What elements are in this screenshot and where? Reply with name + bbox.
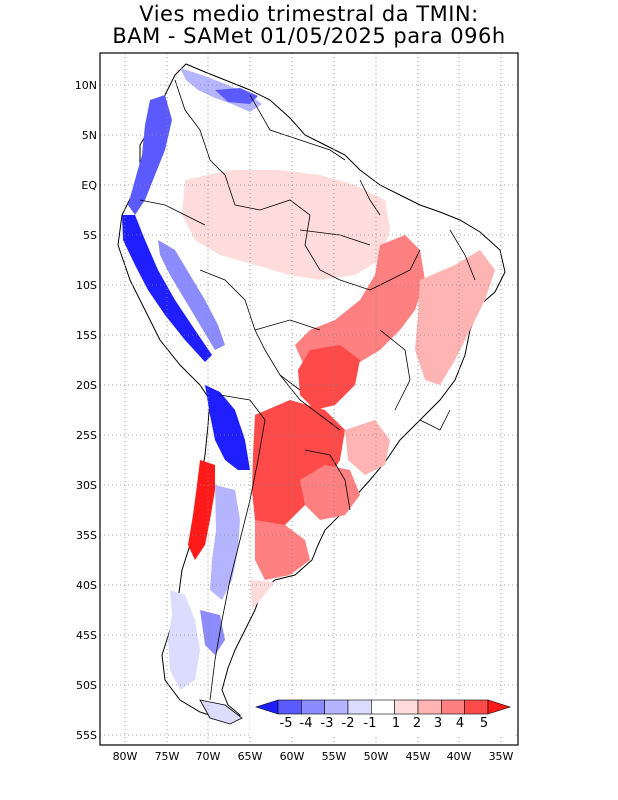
country-borders [139, 79, 476, 701]
colorbar-swatch [394, 699, 419, 715]
bias-patch-mato-grosso-sul [298, 345, 360, 410]
lat-label: 55S [76, 729, 97, 742]
bias-patch-chile-north [205, 385, 250, 470]
colorbar-label: -4 [300, 716, 313, 731]
lon-label: 65W [238, 750, 263, 763]
colorbar-swatches [255, 699, 511, 715]
colorbar-label: 2 [413, 716, 421, 731]
bias-patch-northern-argentina [252, 400, 345, 540]
bias-patch-peru-andes [158, 240, 225, 350]
lat-label: 15S [76, 329, 97, 342]
colorbar-swatch [277, 699, 302, 715]
south-america-landmass [117, 63, 506, 725]
lat-label: 10N [75, 79, 97, 92]
lat-label: 5S [83, 229, 97, 242]
colorbar-arrow-max [487, 699, 511, 715]
bias-patch-east-brazil [415, 250, 495, 385]
lat-label: 5N [82, 129, 97, 142]
latitude-labels: 10N 5N EQ 5S 10S 15S 20S 25S 30S 35S 40S… [75, 79, 98, 742]
bias-patch-uruguay [300, 465, 360, 520]
lat-label: 45S [76, 629, 97, 642]
bias-patch-venezuela [215, 88, 258, 104]
lat-label: 30S [76, 479, 97, 492]
lat-label: 25S [76, 429, 97, 442]
bias-patch-colombia-andes [128, 95, 172, 215]
colorbar-label: -2 [342, 716, 355, 731]
lat-label: 35S [76, 529, 97, 542]
tierra-del-fuego [199, 699, 243, 725]
colorbar-label: 1 [392, 716, 400, 731]
lon-label: 35W [489, 750, 514, 763]
lat-label: 20S [76, 379, 97, 392]
bias-patch-peru-coast [122, 215, 212, 362]
lat-label: 40S [76, 579, 97, 592]
chart-title-line1: Vies medio trimestral da TMIN: [139, 2, 479, 26]
colorbar-label: 4 [456, 716, 464, 731]
colorbar-swatch [441, 699, 465, 715]
lat-label: 10S [76, 279, 97, 292]
lon-label: 40W [447, 750, 472, 763]
bias-patch-patagonia-west [168, 590, 200, 690]
colorbar-labels: -5 -4 -3 -2 -1 1 2 3 4 5 [280, 716, 489, 731]
colorbar-label: 3 [434, 716, 442, 731]
colorbar-label: -1 [364, 716, 377, 731]
bias-patch-south-brazil [345, 420, 390, 475]
colorbar-label: 5 [480, 716, 488, 731]
lon-label: 75W [155, 750, 180, 763]
lon-label: 45W [406, 750, 431, 763]
lon-label: 55W [322, 750, 347, 763]
lat-label: 50S [76, 679, 97, 692]
longitude-labels: 80W 75W 70W 65W 60W 55W 50W 45W 40W 35W [113, 750, 514, 763]
lon-label: 70W [196, 750, 221, 763]
colorbar-label: -3 [321, 716, 334, 731]
chart-title-line2: BAM - SAMet 01/05/2025 para 096h [112, 24, 506, 48]
lon-label: 80W [113, 750, 138, 763]
plot-frame [99, 52, 519, 746]
colorbar-swatch [324, 699, 349, 715]
colorbar-swatch [371, 699, 395, 715]
bias-patch-central-brazil [295, 235, 425, 370]
colorbar-label: -5 [280, 716, 293, 731]
colorbar-swatch [464, 699, 489, 715]
colorbar-swatch [417, 699, 442, 715]
lat-label: EQ [81, 179, 97, 192]
bias-patch-patagonia-east [250, 580, 275, 610]
lon-label: 60W [280, 750, 305, 763]
colorbar-swatch [301, 699, 325, 715]
bias-patch-amazon [182, 170, 390, 280]
colorbar: -5 -4 -3 -2 -1 1 2 3 4 5 [250, 695, 515, 737]
lon-label: 50W [364, 750, 389, 763]
colorbar-swatch [347, 699, 372, 715]
bias-patch-patagonia-blue [200, 610, 225, 655]
